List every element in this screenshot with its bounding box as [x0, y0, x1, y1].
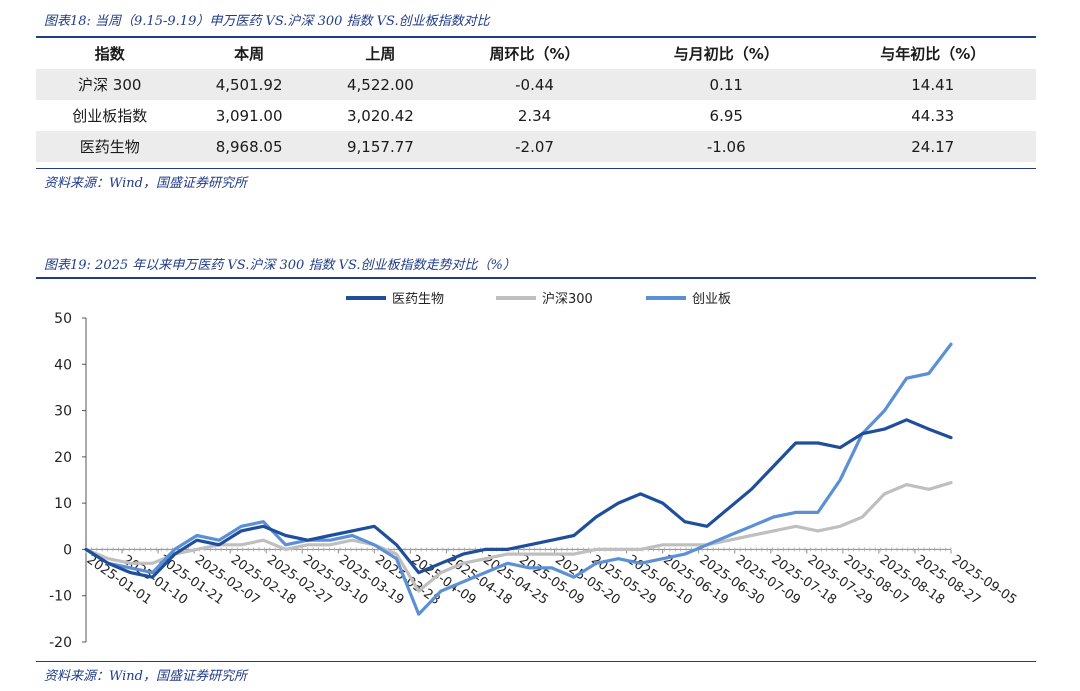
y-tick-label: -20	[49, 635, 72, 651]
cell-index-name: 创业板指数	[72, 107, 148, 125]
y-tick-label: 0	[63, 542, 72, 558]
legend-label: 医药生物	[392, 292, 444, 307]
cell-index-name: 医药生物	[36, 131, 184, 162]
y-tick-label: 30	[54, 404, 72, 420]
cell-mtd: -1.06	[623, 131, 830, 162]
y-tick-label: 20	[54, 450, 72, 466]
cell-wow: -0.44	[446, 69, 624, 100]
series-line	[84, 342, 953, 616]
table-row: 沪深 300 4,501.92 4,522.00 -0.44 0.11 14.4…	[36, 69, 1036, 100]
header-index: 指数	[94, 45, 125, 63]
table-top-rule	[36, 36, 1036, 38]
chart-bottom-rule	[36, 661, 1036, 662]
cell-mtd: 6.95	[709, 106, 743, 125]
header-last-week: 上周	[365, 45, 396, 63]
chart-caption: 图表19: 2025 年以来申万医药 VS.沪深 300 指数 VS.创业板指数…	[44, 258, 516, 273]
index-comparison-table: 指数 本周 上周 周环比（%） 与月初比（%） 与年初比（%） 沪深 300 4…	[36, 38, 1036, 162]
cell-last-week: 3,020.42	[347, 106, 414, 125]
cell-ytd: 14.41	[829, 69, 1036, 100]
cell-mtd: 0.11	[623, 69, 830, 100]
cell-last-week: 9,157.77	[314, 131, 447, 162]
cell-wow: -2.07	[446, 131, 624, 162]
series-line	[84, 481, 953, 593]
table-bottom-rule	[36, 168, 1036, 169]
legend-label: 创业板	[692, 292, 731, 307]
cell-index-name: 沪深 300	[36, 69, 184, 100]
y-tick-label: -10	[49, 589, 72, 605]
header-ytd: 与年初比（%）	[880, 45, 986, 63]
table-row: 医药生物 8,968.05 9,157.77 -2.07 -1.06 24.17	[36, 131, 1036, 162]
y-tick-label: 50	[54, 311, 72, 327]
index-trend-chart: -20-10010203040502025-01-012025-01-10202…	[49, 291, 1019, 651]
chart-top-rule	[36, 277, 1036, 279]
cell-ytd: 24.17	[829, 131, 1036, 162]
table-row: 创业板指数 3,091.00 3,020.42 2.34 6.95 44.33	[36, 100, 1036, 131]
header-mtd: 与月初比（%）	[673, 45, 779, 63]
header-wow: 周环比（%）	[489, 45, 580, 63]
series-line	[84, 418, 953, 579]
chart-source: 资料来源：Wind，国盛证券研究所	[44, 669, 247, 684]
cell-this-week: 3,091.00	[215, 106, 283, 125]
y-tick-label: 10	[54, 496, 72, 512]
cell-this-week: 8,968.05	[183, 131, 315, 162]
cell-ytd: 44.33	[911, 106, 955, 125]
header-this-week: 本周	[234, 45, 265, 63]
cell-wow: 2.34	[517, 106, 552, 125]
y-tick-label: 40	[54, 357, 72, 373]
table-caption: 图表18: 当周（9.15-9.19）申万医药 VS.沪深 300 指数 VS.…	[44, 14, 490, 29]
table-header-row: 指数 本周 上周 周环比（%） 与月初比（%） 与年初比（%）	[36, 38, 1036, 69]
table-source: 资料来源：Wind，国盛证券研究所	[44, 176, 247, 191]
cell-last-week: 4,522.00	[314, 69, 447, 100]
cell-this-week: 4,501.92	[183, 69, 315, 100]
legend-label: 沪深300	[542, 291, 593, 307]
